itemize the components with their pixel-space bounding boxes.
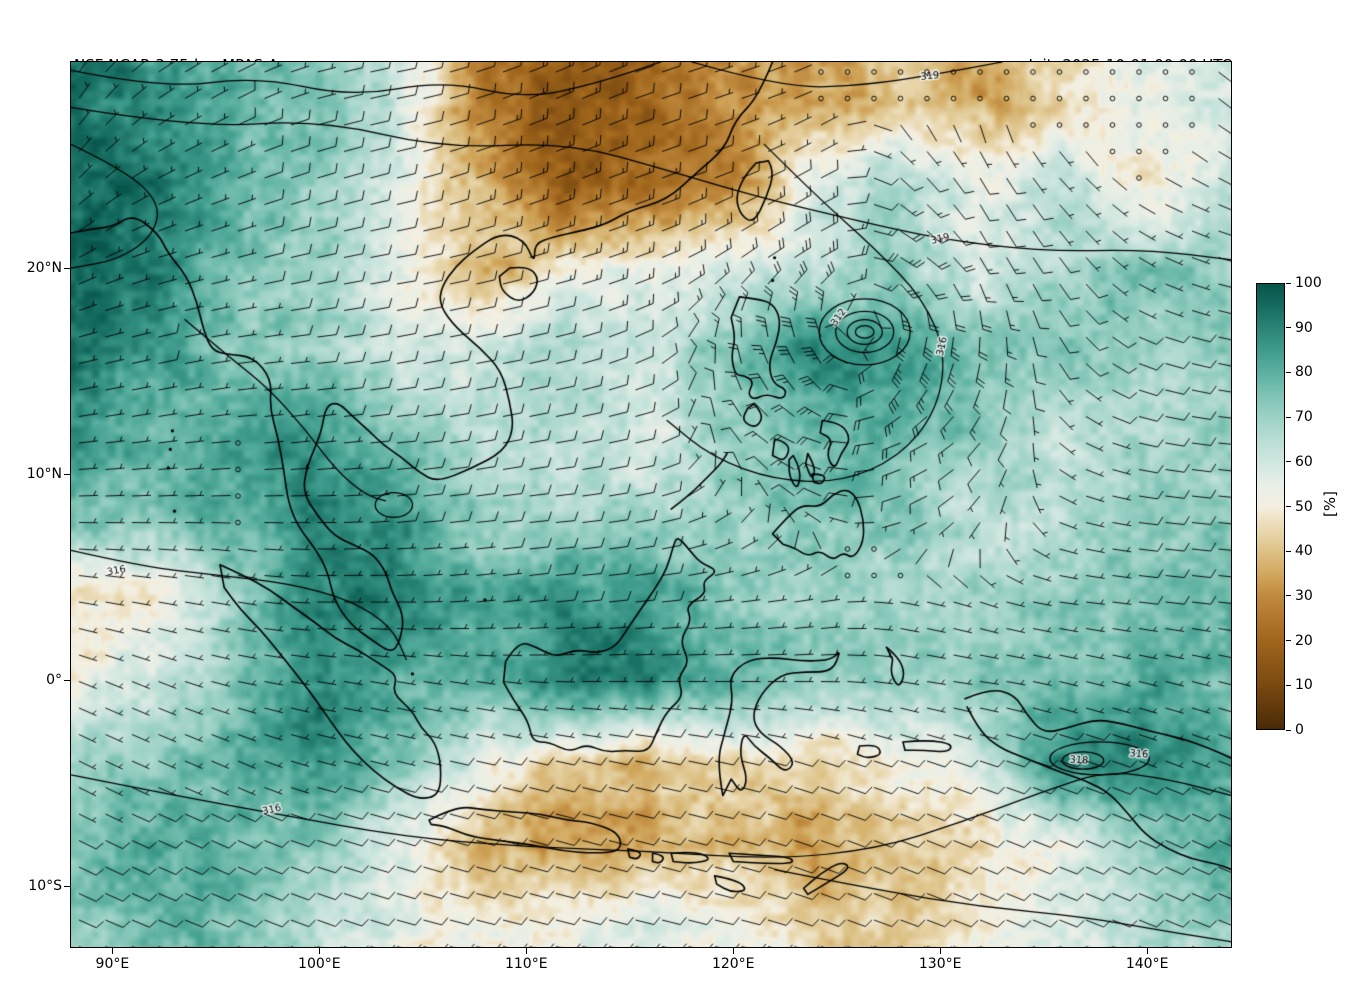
y-tick-mark [64, 267, 70, 269]
colorbar-tick-mark [1286, 506, 1291, 507]
colorbar-tick-label: 0 [1295, 722, 1304, 738]
colorbar-tick-label: 30 [1295, 587, 1313, 604]
y-tick-mark [64, 679, 70, 681]
colorbar-tick-label: 50 [1295, 498, 1313, 515]
x-tick-label: 130°E [918, 956, 962, 972]
colorbar-tick-label: 90 [1295, 319, 1313, 336]
x-tick-label: 100°E [298, 956, 341, 972]
x-tick-mark [525, 948, 527, 954]
colorbar-tick-mark [1286, 461, 1291, 463]
colorbar-tick-mark [1286, 416, 1291, 418]
colorbar-tick-mark [1286, 327, 1291, 329]
y-tick-label: 10°N [26, 466, 62, 483]
colorbar [1256, 283, 1285, 730]
map-canvas [71, 62, 1232, 948]
colorbar-tick-label: 20 [1295, 632, 1313, 649]
y-tick-mark [64, 473, 70, 475]
colorbar-label: [%] [1321, 491, 1339, 517]
y-tick-label: 0° [46, 672, 62, 689]
colorbar-tick-mark [1286, 371, 1291, 373]
x-tick-mark [1146, 948, 1148, 954]
colorbar-tick-mark [1286, 640, 1291, 642]
x-tick-label: 120°E [711, 956, 755, 972]
colorbar-tick-label: 60 [1295, 453, 1313, 470]
x-tick-label: 90°E [95, 956, 130, 972]
x-tick-mark [939, 948, 941, 954]
x-tick-mark [111, 948, 113, 954]
y-tick-mark [64, 885, 70, 887]
colorbar-tick-label: 100 [1295, 275, 1322, 291]
colorbar-tick-mark [1286, 282, 1291, 284]
colorbar-tick-label: 40 [1295, 543, 1313, 560]
x-tick-label: 140°E [1125, 956, 1169, 972]
colorbar-tick-label: 10 [1295, 677, 1313, 694]
colorbar-tick-mark [1286, 550, 1291, 552]
x-tick-mark [732, 948, 734, 954]
colorbar-gradient [1257, 284, 1284, 729]
y-tick-label: 20°N [26, 260, 62, 277]
colorbar-tick-label: 80 [1295, 364, 1313, 381]
colorbar-tick-mark [1286, 595, 1291, 597]
colorbar-tick-mark [1286, 684, 1291, 686]
colorbar-tick-label: 70 [1295, 409, 1313, 426]
colorbar-tick-mark [1286, 729, 1291, 731]
x-tick-mark [318, 948, 320, 954]
y-tick-label: 10°S [28, 878, 62, 895]
x-tick-label: 110°E [504, 956, 548, 972]
